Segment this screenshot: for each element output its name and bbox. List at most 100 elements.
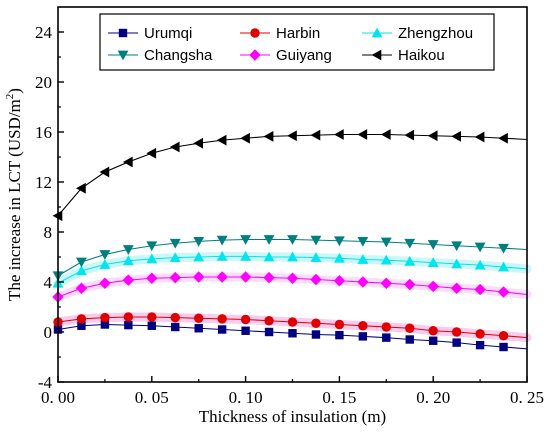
- point-urumqi: [171, 322, 180, 332]
- point-harbin: [428, 326, 438, 336]
- point-zhengzhou: [310, 252, 322, 262]
- point-changsha: [240, 235, 251, 245]
- point-zhengzhou: [334, 252, 345, 263]
- y-tick-label: -4: [38, 373, 53, 392]
- point-zhengzhou: [451, 258, 463, 269]
- x-axis-title: Thickness of insulation (m): [199, 407, 386, 426]
- point-harbin: [100, 312, 110, 323]
- point-zhengzhou: [122, 255, 134, 266]
- point-harbin: [451, 327, 462, 337]
- point-harbin: [381, 322, 391, 332]
- point-urumqi: [194, 324, 203, 333]
- point-harbin: [405, 323, 415, 333]
- y-tick-label: 24: [35, 23, 53, 42]
- point-haikou: [146, 147, 157, 159]
- legend: Urumqi Harbin Zhengzhou Changsha Guiyang Haik…: [99, 13, 495, 71]
- point-urumqi: [429, 336, 438, 345]
- y-tick-label: 8: [44, 223, 53, 242]
- point-urumqi: [288, 329, 297, 338]
- point-guiyang: [333, 275, 346, 287]
- point-zhengzhou: [287, 251, 298, 262]
- point-haikou: [263, 130, 274, 142]
- point-harbin: [334, 319, 345, 330]
- point-haikou: [357, 129, 368, 140]
- point-haikou: [193, 137, 204, 149]
- point-haikou: [474, 131, 485, 143]
- point-zhengzhou: [169, 252, 181, 262]
- point-harbin: [287, 317, 298, 327]
- point-changsha: [357, 237, 369, 247]
- point-changsha: [498, 243, 509, 254]
- point-haikou: [122, 156, 133, 168]
- y-tick-label: 20: [35, 73, 52, 92]
- y-axis-title-end: ): [5, 88, 24, 94]
- x-tick-label: 0. 15: [322, 388, 356, 407]
- legend-label: Harbin: [276, 25, 320, 42]
- point-harbin: [123, 312, 134, 322]
- point-changsha: [122, 245, 134, 255]
- legend-label: Changsha: [144, 47, 213, 64]
- point-zhengzhou: [357, 254, 369, 264]
- x-tick-label: 0. 05: [135, 388, 169, 407]
- point-haikou: [216, 134, 227, 146]
- point-urumqi: [452, 338, 461, 347]
- point-urumqi: [405, 335, 414, 344]
- point-haikou: [76, 182, 86, 194]
- legend-marker: [371, 27, 383, 38]
- point-harbin: [76, 314, 87, 324]
- point-changsha: [287, 235, 298, 245]
- point-haikou: [451, 130, 461, 142]
- y-axis-title: The increase in LCT (USD/m2): [4, 88, 24, 301]
- y-axis-ticks: -4 0 4 8 12 16 20 24: [35, 23, 64, 392]
- point-haikou: [310, 129, 321, 141]
- point-haikou: [169, 141, 180, 153]
- point-harbin: [358, 321, 368, 331]
- point-harbin: [475, 329, 485, 339]
- x-axis-ticks: 0. 00 0. 05 0. 10 0. 15 0. 20 0. 25: [41, 376, 544, 407]
- point-changsha: [404, 238, 416, 249]
- legend-marker: [117, 50, 129, 61]
- point-changsha: [146, 241, 158, 252]
- point-haikou: [498, 132, 508, 144]
- legend-marker: [371, 49, 382, 61]
- point-changsha: [169, 238, 181, 249]
- y-tick-label: 12: [35, 173, 52, 192]
- point-zhengzhou: [474, 259, 486, 270]
- point-urumqi: [499, 342, 508, 352]
- point-changsha: [334, 236, 345, 247]
- point-guiyang: [380, 277, 392, 289]
- point-harbin: [194, 313, 204, 323]
- point-changsha: [427, 240, 439, 250]
- point-guiyang: [497, 286, 510, 298]
- point-changsha: [380, 237, 392, 248]
- legend-label: Haikou: [398, 47, 445, 64]
- y-tick-label: 0: [44, 323, 53, 342]
- point-haikou: [334, 129, 344, 140]
- point-urumqi: [241, 326, 250, 335]
- point-zhengzhou: [404, 255, 416, 266]
- point-haikou: [427, 130, 438, 142]
- point-guiyang: [286, 272, 299, 284]
- point-urumqi: [382, 333, 391, 342]
- point-changsha: [76, 257, 87, 268]
- legend-box: [99, 13, 495, 71]
- point-urumqi: [124, 320, 133, 330]
- legend-marker: [118, 28, 128, 38]
- point-haikou: [99, 166, 110, 178]
- x-tick-label: 0. 10: [229, 388, 263, 407]
- point-urumqi: [358, 332, 368, 341]
- point-changsha: [474, 242, 486, 253]
- point-harbin: [264, 316, 274, 326]
- point-harbin: [311, 318, 321, 328]
- point-urumqi: [147, 321, 156, 330]
- point-harbin: [498, 331, 509, 341]
- point-guiyang: [404, 278, 416, 291]
- point-haikou: [287, 130, 297, 142]
- y-axis-title-main: The increase in LCT (USD/m: [5, 99, 24, 301]
- point-zhengzhou: [216, 250, 228, 261]
- point-changsha: [216, 235, 228, 246]
- point-zhengzhou: [263, 251, 275, 262]
- point-harbin: [217, 314, 227, 324]
- point-changsha: [310, 235, 322, 246]
- y-tick-label: 4: [44, 273, 53, 292]
